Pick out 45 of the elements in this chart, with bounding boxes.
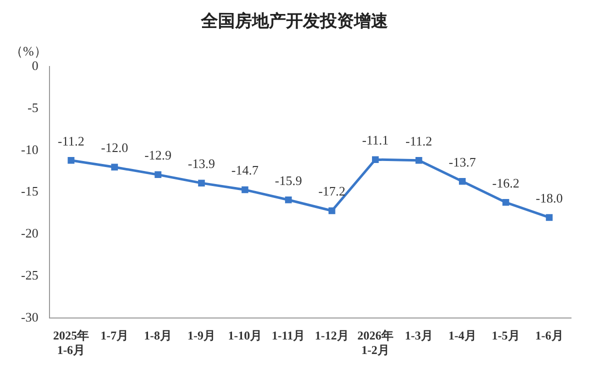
point — [68, 157, 74, 164]
y-tick-label: -30 — [20, 310, 38, 325]
chart-title: 全国房地产开发投资增速 — [200, 12, 388, 31]
point — [502, 199, 510, 206]
x-tick-label: 1-9月 — [187, 328, 216, 342]
x-tick-label: 2025年 1-6月 — [53, 328, 90, 357]
point — [546, 214, 553, 221]
data-label: -11.1 — [362, 132, 389, 148]
data-label: -13.9 — [188, 156, 216, 171]
x-tick-label: 2026年 1-2月 — [357, 328, 394, 357]
x-tick-label: 1-4月 — [448, 328, 476, 342]
x-tick-label: 1-11月 — [272, 328, 306, 342]
x-tick-label: 1-12月 — [314, 328, 349, 342]
x-tick-label: 1-6月 — [535, 328, 564, 342]
x-tick-label: 1-8月 — [144, 328, 172, 342]
point — [415, 157, 422, 164]
x-tick-label: 1-7月 — [100, 328, 129, 342]
y-tick-label: -10 — [20, 142, 38, 157]
x-tick-label: 1-10月 — [228, 328, 262, 342]
data-label: -18.0 — [536, 190, 563, 206]
data-label: -14.7 — [231, 162, 259, 178]
y-tick-label: -15 — [20, 184, 38, 199]
y-axis-title: （%） — [10, 43, 47, 58]
data-label: -15.9 — [274, 172, 302, 188]
data-label: -17.2 — [318, 184, 346, 199]
data-label: -11.2 — [58, 133, 84, 148]
point — [198, 180, 205, 186]
data-label: -11.2 — [406, 133, 432, 148]
x-tick-label: 1-5月 — [492, 328, 520, 342]
y-tick-label: -25 — [20, 268, 38, 283]
data-label: -12.9 — [144, 148, 172, 163]
y-tick-label: -20 — [20, 226, 38, 241]
point — [328, 207, 336, 214]
y-tick-label: -5 — [27, 100, 38, 115]
x-tick-label: 1-3月 — [404, 328, 433, 342]
data-label: -16.2 — [492, 175, 520, 190]
point — [242, 186, 248, 194]
point — [372, 156, 379, 163]
data-label: -12.0 — [100, 140, 128, 156]
point — [154, 171, 162, 178]
data-label: -13.7 — [448, 154, 476, 170]
point — [285, 196, 292, 204]
point — [458, 178, 466, 185]
y-tick-label: 0 — [32, 58, 38, 73]
point — [111, 164, 118, 170]
